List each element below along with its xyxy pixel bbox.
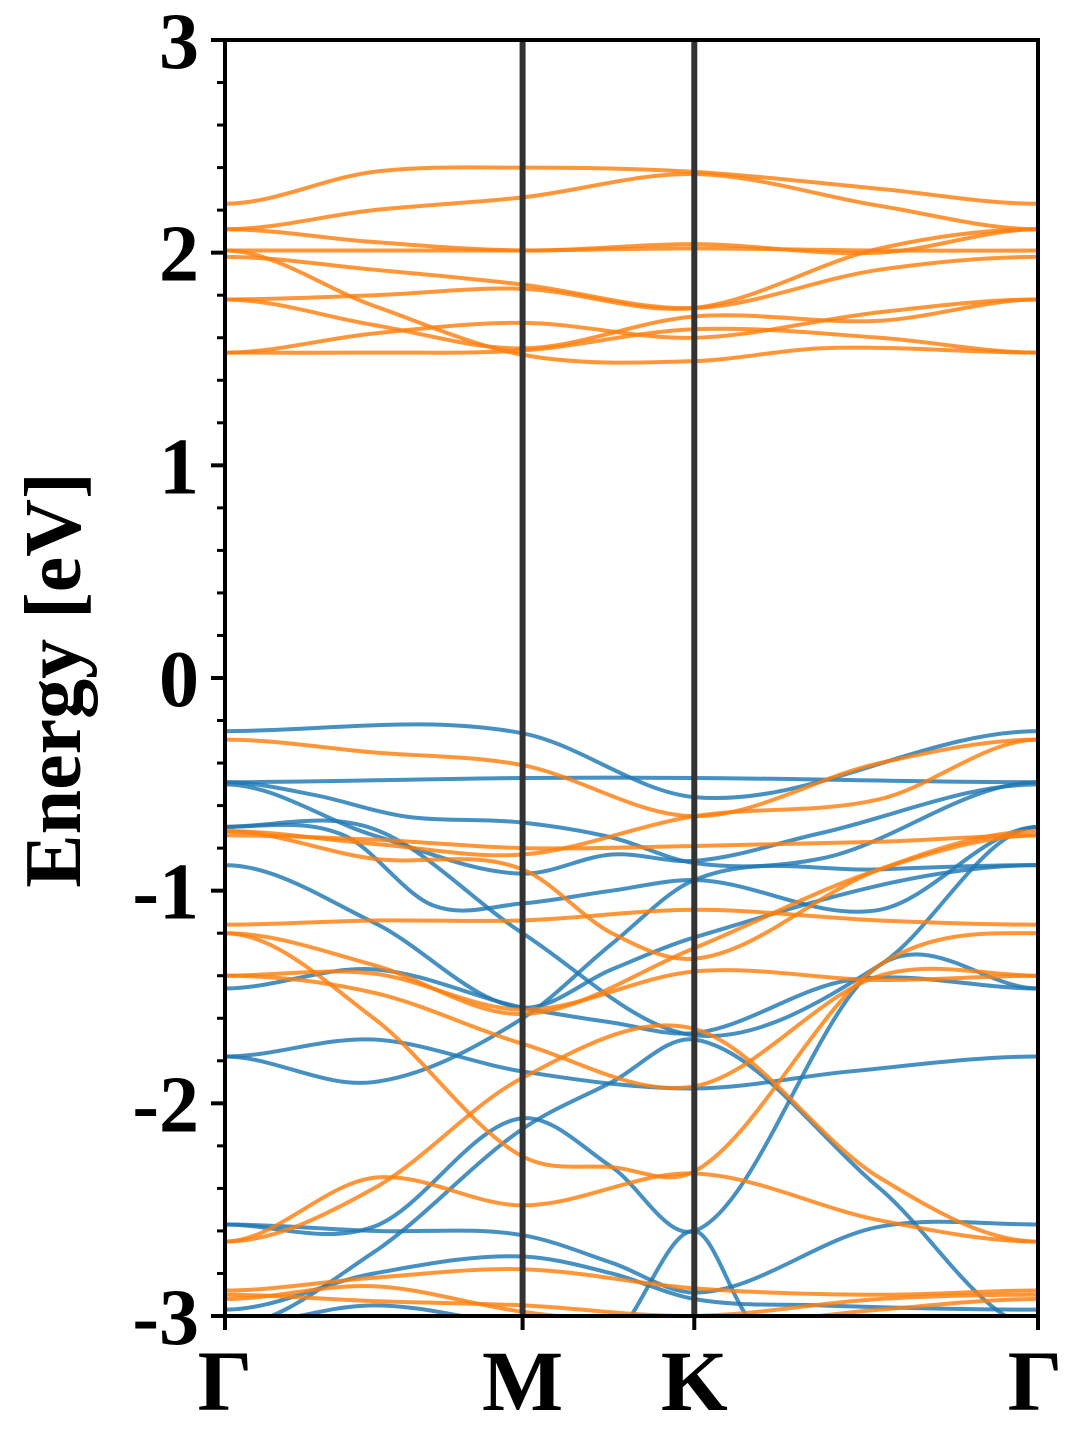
orange-band-line-24 xyxy=(225,326,1038,355)
orange-band-line-20 xyxy=(225,248,1038,365)
blue-band-line-9 xyxy=(225,1037,1038,1091)
y-tick-label: -1 xyxy=(132,849,199,937)
orange-band-line-34 xyxy=(225,1023,1038,1244)
x-tick-label-Γ: Γ xyxy=(1008,1333,1063,1429)
blue-band-line-2 xyxy=(225,780,1038,869)
high-symmetry-lines xyxy=(519,40,698,1316)
x-tick-label-K: K xyxy=(661,1333,728,1429)
blue-band-line-1 xyxy=(225,775,1038,785)
x-tick-label-Γ: Γ xyxy=(198,1333,253,1429)
bands-layer xyxy=(225,165,1038,1316)
y-tick-label: 3 xyxy=(159,0,199,86)
orange-band-line-32 xyxy=(225,968,1038,1012)
orange-band-line-28 xyxy=(225,833,1038,851)
orange-band-line-21 xyxy=(225,227,1038,311)
plot-frame xyxy=(223,38,1040,1318)
orange-band-line-23 xyxy=(225,297,1038,355)
orange-band-line-16 xyxy=(225,171,1038,232)
y-tick-label: 2 xyxy=(159,211,199,299)
orange-band-line-31 xyxy=(225,931,1038,1180)
blue-band-line-8 xyxy=(225,863,1038,1085)
orange-band-line-38 xyxy=(225,1284,1038,1316)
blue-band-line-5 xyxy=(225,818,1038,1039)
orange-band-line-36 xyxy=(225,1267,1038,1297)
x-tick-label-M: M xyxy=(482,1333,563,1429)
orange-band-line-19 xyxy=(225,254,1038,311)
orange-band-line-15 xyxy=(225,165,1038,206)
orange-band-line-30 xyxy=(225,833,1038,1017)
y-tick-label: 1 xyxy=(159,423,199,511)
orange-band-line-25 xyxy=(225,737,1038,819)
y-tick-label: -2 xyxy=(132,1061,199,1149)
blue-band-line-14 xyxy=(289,1228,750,1316)
blue-band-line-12 xyxy=(225,1219,1038,1295)
orange-band-line-26 xyxy=(225,737,1038,858)
y-ticks xyxy=(211,38,1040,1330)
blue-band-line-3 xyxy=(225,782,1038,876)
y-tick-label: 0 xyxy=(159,636,199,724)
orange-band-line-18 xyxy=(225,246,1038,253)
y-axis-label: Energy [eV] xyxy=(10,472,98,887)
orange-band-line-29 xyxy=(225,907,1038,927)
y-tick-label: -3 xyxy=(132,1274,199,1362)
orange-band-line-33 xyxy=(225,966,1038,1090)
orange-band-line-37 xyxy=(225,1292,1038,1316)
blue-band-line-13 xyxy=(225,1254,1038,1312)
orange-band-line-35 xyxy=(225,1171,1038,1244)
